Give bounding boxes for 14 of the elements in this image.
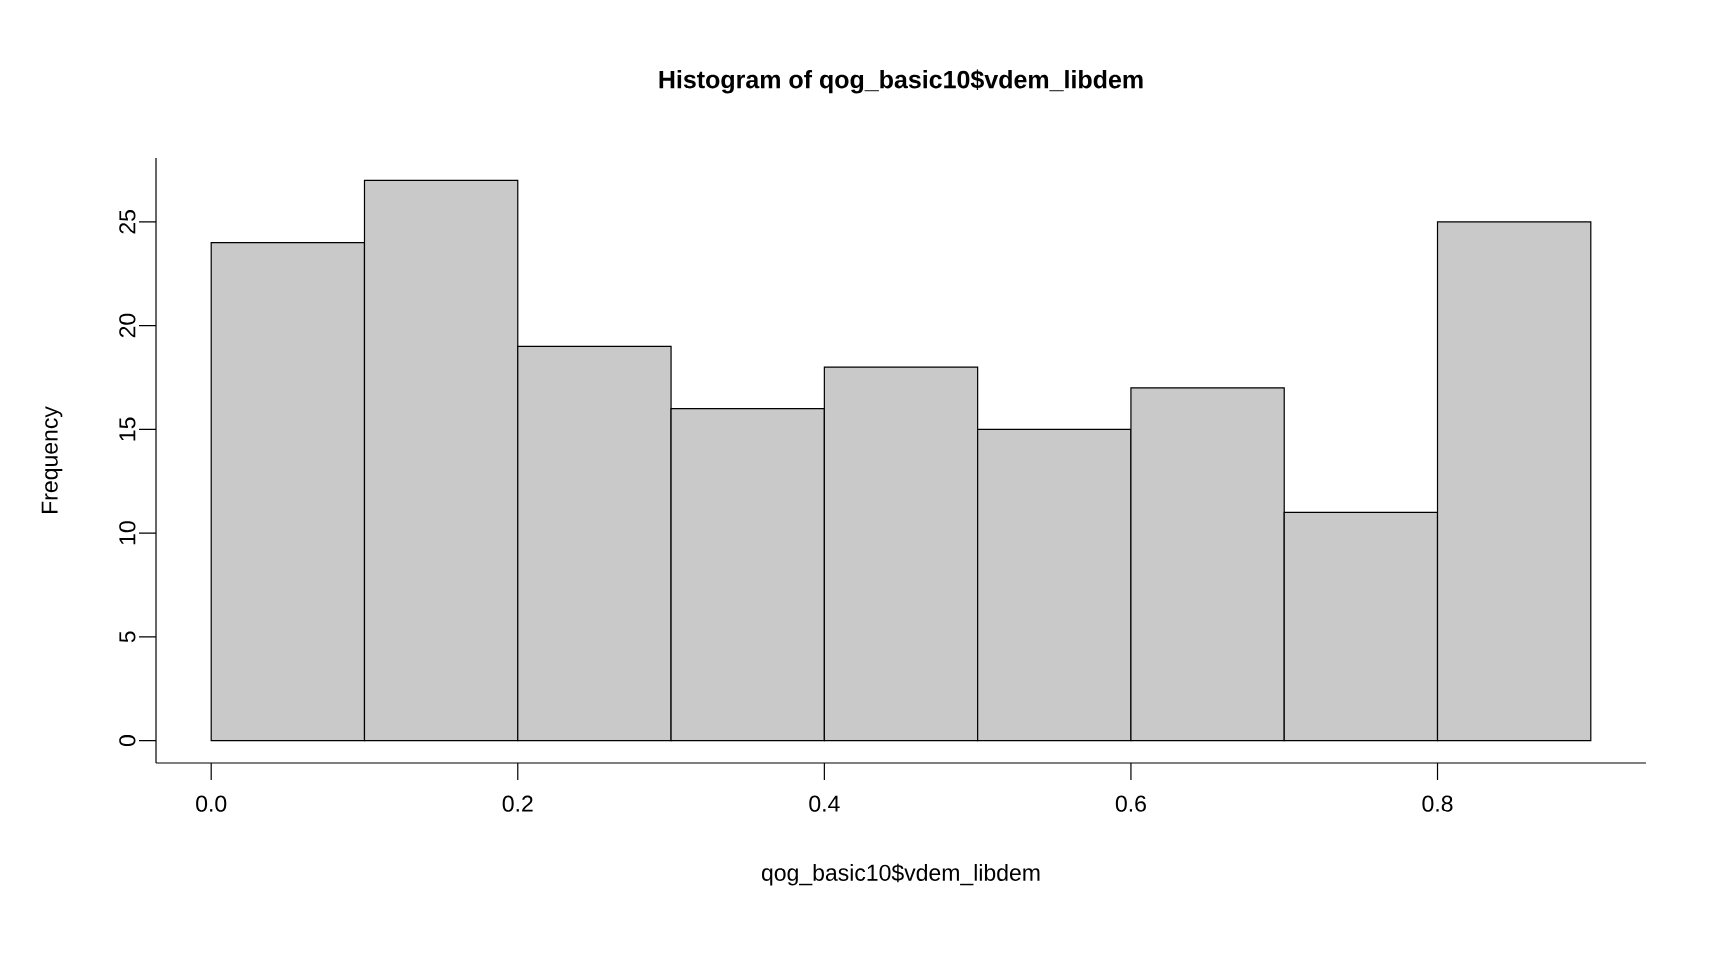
y-tick-label: 25	[119, 210, 136, 234]
x-tick-label: 0.2	[502, 795, 533, 812]
y-tick-label: 20	[119, 313, 136, 338]
chart-title: Histogram of qog_basic10$vdem_libdem	[659, 69, 1143, 94]
x-tick-label: 0.8	[1422, 795, 1453, 812]
y-tick-label: 15	[119, 417, 136, 441]
x-axis-title: qog_basic10$vdem_libdem	[761, 863, 1040, 886]
y-tick-label: 5	[119, 631, 136, 643]
y-axis-title: Frequency	[41, 406, 63, 513]
x-tick-label: 0.0	[196, 795, 227, 812]
y-tick-label: 10	[119, 521, 136, 545]
y-tick-label: 0	[119, 735, 136, 747]
x-tick-label: 0.6	[1115, 795, 1146, 812]
x-tick-label: 0.4	[809, 795, 840, 812]
